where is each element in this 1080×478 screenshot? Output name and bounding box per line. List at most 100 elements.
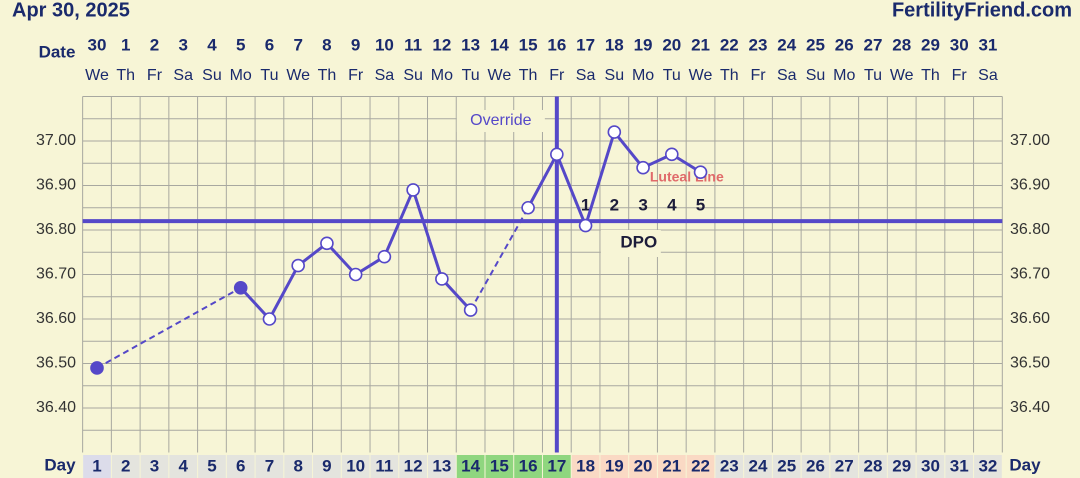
- day-cell: [542, 455, 571, 478]
- date-row-label: Date: [39, 42, 76, 61]
- weekday-label: Mo: [431, 67, 453, 84]
- date-label: 29: [921, 35, 940, 54]
- dpo-number: 5: [696, 195, 705, 214]
- y-tick-label: 36.40: [1010, 399, 1050, 416]
- temp-point: [291, 258, 305, 273]
- day-cell: [772, 455, 801, 478]
- date-label: 15: [519, 35, 538, 54]
- x-tick-label: 12: [404, 456, 423, 475]
- x-tick-label: 27: [835, 456, 854, 475]
- date-label: 12: [432, 35, 451, 54]
- x-tick-label: 16: [519, 456, 538, 475]
- date-label: 1: [121, 35, 130, 54]
- dpo-number: 1: [581, 195, 590, 214]
- day-cell: [916, 455, 945, 478]
- day-cell: [686, 455, 715, 478]
- day-cell: [169, 455, 198, 478]
- weekday-label: Fr: [147, 67, 163, 84]
- weekday-label: Sa: [576, 67, 596, 84]
- dpo-number: 2: [610, 195, 619, 214]
- x-tick-label: 31: [950, 456, 969, 475]
- day-cell: [801, 455, 830, 478]
- y-tick-label: 36.60: [1010, 310, 1050, 327]
- date-label: 14: [490, 35, 509, 54]
- x-tick-label: 23: [720, 456, 739, 475]
- day-cell: [600, 455, 629, 478]
- dpo-number: 3: [638, 195, 647, 214]
- x-tick-label: 19: [605, 456, 624, 475]
- temp-segment: [584, 131, 616, 226]
- temp-point: [406, 183, 420, 197]
- weekday-label: Th: [519, 67, 538, 84]
- y-tick-label: 36.80: [1010, 221, 1050, 238]
- day-cell: [284, 455, 313, 478]
- weekday-label: Sa: [375, 67, 395, 84]
- x-tick-label: 14: [461, 456, 480, 475]
- day-cell: [629, 455, 657, 478]
- day-cell: [428, 455, 456, 478]
- y-tick-label: 36.70: [36, 266, 76, 283]
- date-label: 22: [720, 35, 739, 54]
- x-tick-label: 25: [777, 456, 796, 475]
- date-label: 28: [892, 35, 911, 54]
- x-tick-label: 2: [121, 456, 130, 475]
- temp-point: [262, 312, 277, 326]
- date-label: 11: [404, 35, 422, 54]
- weekday-label: Tu: [663, 67, 681, 84]
- date-label: 4: [207, 35, 217, 54]
- luteal-label: Luteal Line: [650, 169, 724, 185]
- day-cell: [226, 455, 255, 478]
- temp-point: [348, 267, 363, 282]
- y-tick-label: 36.50: [1010, 355, 1050, 372]
- date-label: 25: [806, 35, 825, 54]
- temp-point: [693, 165, 708, 179]
- day-cell: [514, 455, 542, 478]
- weekday-label: We: [689, 67, 713, 84]
- day-cell: [887, 455, 916, 478]
- date-label: 6: [265, 35, 274, 54]
- day-cell: [485, 455, 514, 478]
- y-tick-label: 36.90: [1010, 177, 1050, 194]
- weekday-label: Sa: [978, 67, 998, 84]
- date-label: 30: [950, 35, 969, 54]
- day-cell: [83, 455, 111, 478]
- y-tick-label: 36.40: [36, 399, 76, 416]
- date-label: 7: [293, 35, 302, 54]
- weekday-label: Fr: [348, 67, 364, 84]
- x-tick-label: 18: [576, 456, 595, 475]
- temp-point: [233, 281, 248, 295]
- chart-date: Apr 30, 2025: [12, 0, 130, 21]
- weekday-label: Tu: [462, 67, 480, 84]
- date-label: 21: [691, 35, 710, 54]
- x-tick-label: 21: [662, 456, 681, 475]
- weekday-label: We: [488, 67, 512, 84]
- weekday-label: Mo: [632, 67, 654, 84]
- temp-segment: [613, 131, 645, 169]
- x-tick-label: 10: [346, 456, 365, 475]
- date-label: 13: [461, 35, 480, 54]
- temp-point: [521, 200, 535, 215]
- date-label: 18: [605, 35, 624, 54]
- y-tick-label: 37.00: [1010, 132, 1050, 149]
- temp-segment: [383, 189, 415, 258]
- temp-point: [435, 272, 449, 286]
- x-tick-label: 30: [921, 456, 940, 475]
- date-label: 16: [547, 35, 566, 54]
- x-tick-label: 3: [150, 456, 159, 475]
- temp-point: [550, 147, 564, 162]
- x-tick-label: 15: [490, 456, 509, 475]
- site-name: FertilityFriend.com: [892, 0, 1072, 21]
- override-box: [456, 110, 545, 132]
- day-cell: [945, 455, 974, 478]
- weekday-label: Sa: [777, 67, 797, 84]
- temp-point: [377, 249, 392, 264]
- weekday-label: Th: [318, 67, 337, 84]
- day-row-label: Day: [44, 455, 76, 474]
- temp-point: [664, 147, 679, 162]
- date-label: 19: [634, 35, 653, 54]
- weekday-label: Mo: [230, 67, 252, 84]
- temp-segment: [96, 286, 242, 369]
- date-label: 5: [236, 35, 245, 54]
- date-label: 17: [576, 35, 595, 54]
